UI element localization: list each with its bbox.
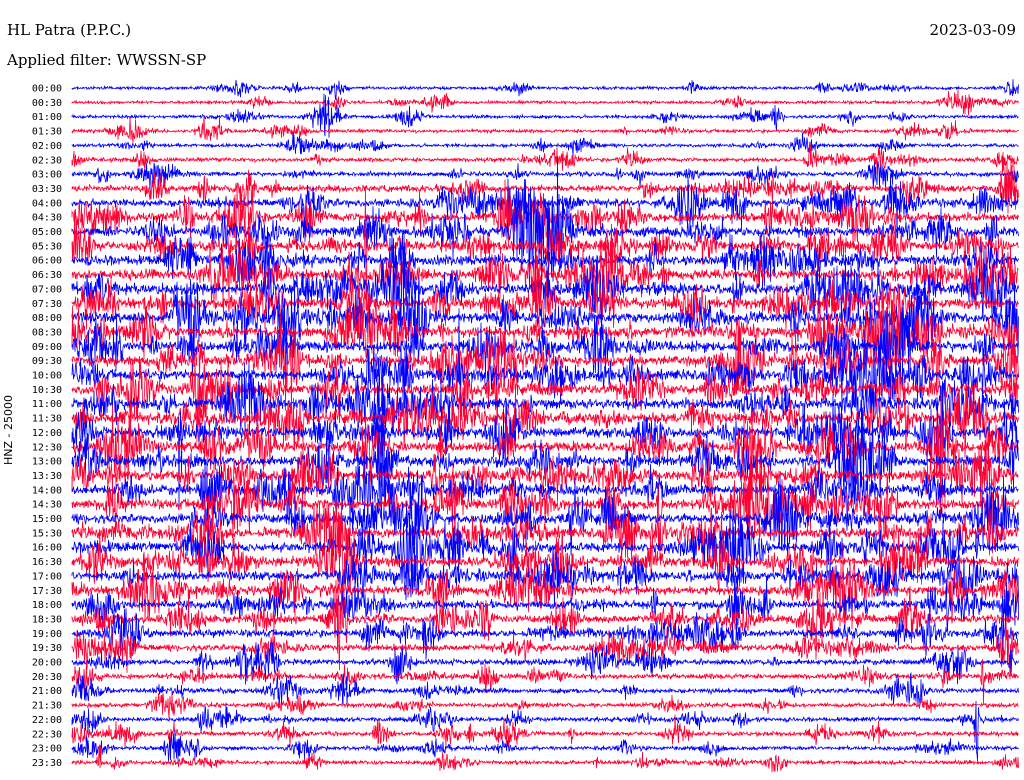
- row-label-0830: 08:30: [32, 327, 62, 338]
- row-label-0630: 06:30: [32, 270, 62, 281]
- trace-2000: [71, 641, 1019, 685]
- row-label-1200: 12:00: [32, 428, 62, 439]
- trace-0500: [71, 156, 1019, 299]
- row-label-0500: 05:00: [32, 227, 62, 238]
- date-label: 2023-03-09: [929, 21, 1016, 39]
- trace-1230: [71, 376, 1019, 517]
- row-label-2330: 23:30: [32, 758, 62, 769]
- trace-1800: [71, 575, 1019, 642]
- trace-0900: [71, 302, 1019, 388]
- row-label-1900: 19:00: [32, 629, 62, 640]
- row-label-1100: 11:00: [32, 399, 62, 410]
- trace-0330: [71, 155, 1019, 214]
- row-label-0200: 02:00: [32, 141, 62, 152]
- row-label-1930: 19:30: [32, 643, 62, 654]
- row-label-0430: 04:30: [32, 213, 62, 224]
- row-label-1400: 14:00: [32, 485, 62, 496]
- row-label-2130: 21:30: [32, 701, 62, 712]
- row-label-0930: 09:30: [32, 356, 62, 367]
- trace-0800: [71, 272, 1019, 379]
- row-label-0300: 03:00: [32, 170, 62, 181]
- trace-1500: [71, 474, 1019, 558]
- row-label-0530: 05:30: [32, 241, 62, 252]
- trace-2230: [71, 714, 1019, 750]
- filter-label: Applied filter: WWSSN-SP: [7, 51, 207, 69]
- trace-1930: [71, 619, 1019, 680]
- row-label-0400: 04:00: [32, 198, 62, 209]
- row-label-0100: 01:00: [32, 112, 62, 123]
- trace-2100: [71, 671, 1019, 706]
- trace-1130: [71, 383, 1019, 458]
- row-label-2200: 22:00: [32, 715, 62, 726]
- trace-1000: [71, 308, 1019, 423]
- trace-2200: [71, 701, 1019, 762]
- trace-0630: [71, 228, 1019, 328]
- trace-0430: [71, 179, 1019, 251]
- trace-2030: [71, 659, 1019, 705]
- trace-0130: [71, 114, 1019, 143]
- row-label-1600: 16:00: [32, 543, 62, 554]
- row-label-0230: 02:30: [32, 155, 62, 166]
- row-label-1500: 15:00: [32, 514, 62, 525]
- row-label-2030: 20:30: [32, 672, 62, 683]
- row-label-1230: 12:30: [32, 442, 62, 453]
- row-label-2100: 21:00: [32, 686, 62, 697]
- trace-0300: [71, 161, 1019, 192]
- row-label-0900: 09:00: [32, 342, 62, 353]
- row-label-1030: 10:30: [32, 385, 62, 396]
- station-title: HL Patra (P.P.C.): [7, 21, 132, 39]
- row-label-0000: 00:00: [32, 84, 62, 95]
- trace-0830: [71, 287, 1019, 392]
- row-label-0030: 00:30: [32, 98, 62, 109]
- row-label-1130: 11:30: [32, 414, 62, 425]
- trace-1200: [71, 391, 1019, 511]
- trace-2300: [71, 729, 1019, 763]
- trace-2330: [71, 744, 1019, 773]
- row-label-1700: 17:00: [32, 571, 62, 582]
- row-label-2230: 22:30: [32, 729, 62, 740]
- trace-1600: [71, 499, 1019, 598]
- row-label-1830: 18:30: [32, 614, 62, 625]
- row-label-1630: 16:30: [32, 557, 62, 568]
- trace-1100: [71, 361, 1019, 456]
- row-label-2000: 20:00: [32, 658, 62, 669]
- trace-0230: [71, 141, 1019, 175]
- row-label-1000: 10:00: [32, 371, 62, 382]
- row-label-0600: 06:00: [32, 256, 62, 267]
- trace-1900: [71, 608, 1019, 660]
- trace-1730: [71, 543, 1019, 631]
- row-label-1800: 18:00: [32, 600, 62, 611]
- trace-2130: [71, 690, 1019, 719]
- row-label-2300: 23:00: [32, 744, 62, 755]
- row-label-1530: 15:30: [32, 528, 62, 539]
- row-label-0730: 07:30: [32, 299, 62, 310]
- row-label-0130: 01:30: [32, 127, 62, 138]
- row-label-1430: 14:30: [32, 500, 62, 511]
- row-label-0330: 03:30: [32, 184, 62, 195]
- trace-1830: [71, 575, 1019, 671]
- trace-0030: [71, 89, 1019, 116]
- row-label-1300: 13:00: [32, 457, 62, 468]
- trace-0000: [71, 79, 1019, 101]
- row-label-1730: 17:30: [32, 586, 62, 597]
- row-label-0800: 08:00: [32, 313, 62, 324]
- row-label-1330: 13:30: [32, 471, 62, 482]
- trace-0200: [71, 132, 1019, 156]
- trace-1530: [71, 495, 1019, 574]
- trace-1400: [71, 444, 1019, 534]
- row-label-0700: 07:00: [32, 284, 62, 295]
- trace-0100: [71, 93, 1019, 138]
